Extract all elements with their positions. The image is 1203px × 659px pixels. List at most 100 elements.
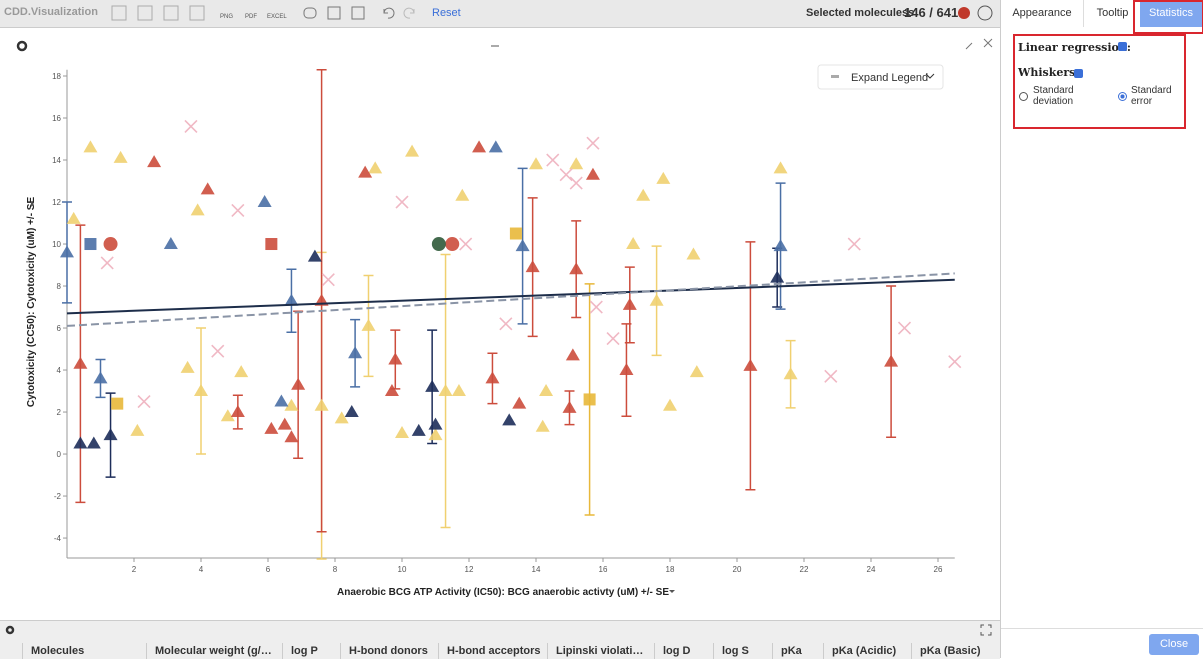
- tab[interactable]: Appearance: [1012, 7, 1072, 19]
- point: [773, 239, 788, 252]
- point: [103, 428, 118, 441]
- point: [66, 211, 81, 224]
- point: [743, 358, 758, 371]
- point: [445, 237, 460, 252]
- x-tick-label: 12: [465, 565, 474, 574]
- tab-active[interactable]: Statistics: [1140, 0, 1202, 27]
- point: [307, 249, 322, 262]
- pdf-button[interactable]: PDF: [245, 14, 257, 20]
- legend-button-label[interactable]: Expand Legend: [851, 72, 928, 84]
- point: [395, 426, 409, 439]
- point: [431, 237, 446, 252]
- column-header[interactable]: Lipinski violati…: [547, 643, 654, 659]
- radio-selected[interactable]: [1118, 92, 1127, 101]
- point: [111, 397, 124, 410]
- point: [264, 421, 279, 434]
- point: [361, 318, 376, 331]
- point: [348, 346, 363, 359]
- point: [73, 356, 88, 369]
- column-header[interactable]: log S: [713, 643, 772, 659]
- plot: [60, 68, 962, 560]
- point: [194, 384, 208, 397]
- point: [569, 176, 583, 190]
- png-button[interactable]: PNG: [220, 14, 234, 20]
- y-tick-label: 10: [52, 240, 61, 249]
- option-label: Whiskers:: [1018, 66, 1080, 79]
- point: [884, 354, 899, 367]
- excel-button[interactable]: EXCEL: [267, 14, 287, 20]
- point: [622, 297, 637, 310]
- point: [184, 119, 198, 133]
- point: [562, 400, 577, 413]
- point: [626, 237, 641, 250]
- point: [147, 155, 162, 168]
- point: [569, 262, 584, 275]
- point: [200, 182, 215, 195]
- y-tick-label: 14: [52, 156, 61, 165]
- legend-button[interactable]: [817, 64, 944, 90]
- checkbox[interactable]: [1074, 69, 1083, 78]
- checkbox[interactable]: [1118, 42, 1127, 51]
- reset-button[interactable]: Reset: [432, 7, 461, 19]
- point: [321, 273, 335, 287]
- column-header[interactable]: pKa (Acidic): [823, 643, 911, 659]
- legend-icon: [831, 75, 839, 78]
- point: [388, 352, 403, 365]
- column-header[interactable]: Molecular weight (g/…: [146, 643, 282, 659]
- divider: [1001, 628, 1203, 629]
- x-tick-label: 4: [199, 565, 204, 574]
- x-tick-label: 16: [599, 565, 608, 574]
- point: [84, 238, 97, 251]
- point: [583, 393, 596, 406]
- dropdown-arrow: [669, 590, 675, 593]
- y-tick-label: 2: [57, 408, 62, 417]
- column-header[interactable]: pKa (Basic): [911, 643, 1000, 659]
- point: [277, 417, 292, 430]
- table-expand[interactable]: [980, 624, 992, 636]
- y-tick-label: 0: [57, 450, 62, 459]
- point: [284, 398, 299, 411]
- option-label: Linear regression:: [1018, 41, 1131, 54]
- point: [103, 237, 118, 252]
- tab[interactable]: Tooltip: [1083, 0, 1141, 27]
- point: [314, 398, 329, 411]
- column-header[interactable]: log D: [654, 643, 713, 659]
- drag-handle[interactable]: [491, 45, 499, 47]
- window-icons[interactable]: [965, 38, 993, 50]
- point: [565, 348, 580, 361]
- edit-icons[interactable]: [300, 4, 420, 24]
- column-header[interactable]: log P: [282, 643, 340, 659]
- chart-icons[interactable]: [110, 4, 210, 24]
- point: [636, 188, 651, 201]
- legend-chevron: [925, 73, 935, 79]
- point: [485, 371, 500, 384]
- dropdown-arrow: [31, 201, 34, 207]
- point: [770, 270, 785, 283]
- y-tick-label: -4: [54, 534, 62, 543]
- point: [455, 188, 470, 201]
- point: [656, 171, 671, 184]
- point: [231, 203, 245, 217]
- point: [358, 165, 373, 178]
- column-header[interactable]: H-bond donors: [340, 643, 438, 659]
- table-gear[interactable]: [4, 624, 16, 636]
- point: [948, 355, 962, 369]
- point: [83, 140, 98, 153]
- x-tick-label: 24: [867, 565, 876, 574]
- column-header[interactable]: H-bond acceptors: [438, 643, 547, 659]
- logo: CDD.Visualization: [4, 6, 98, 18]
- point: [113, 150, 128, 163]
- point: [824, 369, 838, 383]
- point: [384, 384, 399, 397]
- close-button[interactable]: Close: [1149, 634, 1199, 655]
- column-header[interactable]: Molecules: [22, 643, 146, 659]
- point: [773, 161, 788, 174]
- x-tick-label: 14: [532, 565, 541, 574]
- radio[interactable]: [1019, 92, 1028, 101]
- point: [230, 405, 245, 418]
- point: [73, 436, 88, 449]
- x-tick-label: 8: [333, 565, 338, 574]
- gear-icon[interactable]: [16, 40, 28, 52]
- column-header[interactable]: pKa: [772, 643, 823, 659]
